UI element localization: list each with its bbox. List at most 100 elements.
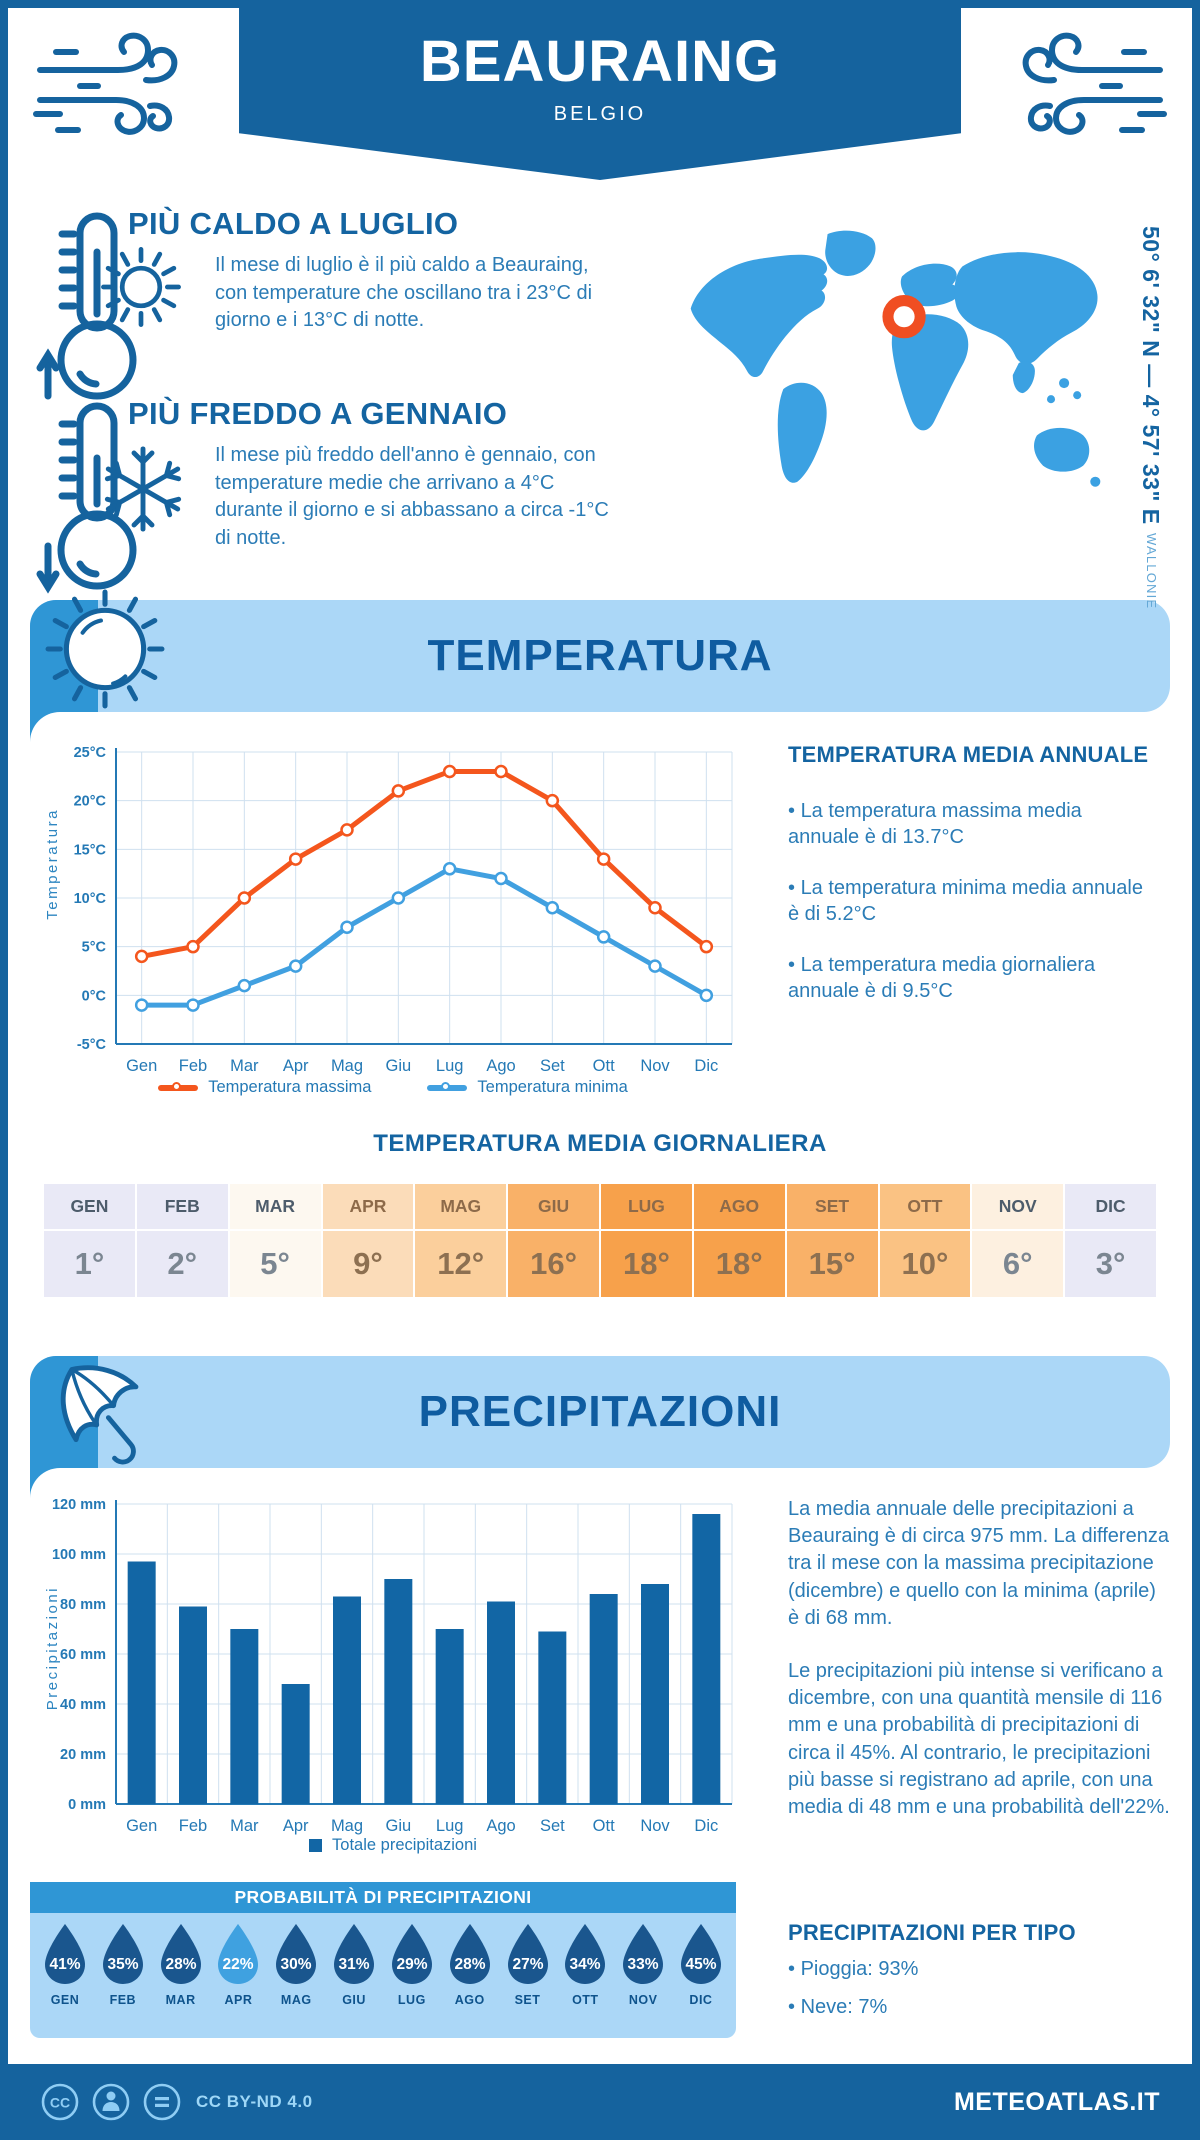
header-banner: BEAURAING BELGIO [239,0,961,180]
svg-text:41%: 41% [49,1956,80,1973]
droplet-icon: 27% [507,1924,548,1984]
legend-item: Temperatura massima [158,1078,371,1097]
umbrella-badge-icon [60,1365,139,1465]
svg-text:60 mm: 60 mm [60,1647,106,1663]
svg-text:28%: 28% [454,1956,485,1973]
svg-text:Dic: Dic [694,1057,718,1075]
legend-square-marker [309,1839,323,1852]
probability-item: 45% DIC [674,1923,728,2038]
svg-text:Apr: Apr [283,1057,309,1075]
precipitation-section-title: PRECIPITAZIONI [418,1387,782,1436]
droplet-icon: 28% [449,1924,490,1984]
svg-text:Set: Set [540,1057,565,1075]
bullet-item: Pioggia: 93% [788,1956,1148,1982]
droplet-icon: 31% [334,1924,375,1984]
svg-text:30%: 30% [281,1956,312,1973]
no-derivatives-icon [143,2083,181,2121]
precipitation-chart: 0 mm 20 mm 40 mm 60 mm 80 mm 100 mm 120 mm Gen F… [52,1497,733,1835]
bullet-item: La temperatura minima media annuale è di… [788,875,1148,928]
probability-month-label: FEB [109,1993,137,2007]
probability-item: 33% NOV [616,1923,670,2038]
svg-text:28%: 28% [165,1956,196,1973]
cold-highlight-title: PIÙ FREDDO A GENNAIO [128,396,508,431]
daily-table-title: TEMPERATURA MEDIA GIORNALIERA [373,1130,827,1157]
probability-month-label: MAR [165,1993,196,2007]
precipitation-band: PRECIPITAZIONI [30,1356,1170,1468]
svg-text:Dic: Dic [694,1817,718,1835]
legend-line-marker [158,1082,199,1091]
probability-month-label: APR [224,1993,253,2007]
table-month-cell: AGO [693,1184,785,1229]
svg-text:15°C: 15°C [74,842,107,858]
table-month-cell: NOV [972,1184,1064,1229]
svg-text:Nov: Nov [640,1057,670,1075]
wind-icon [1022,32,1167,135]
thermometer-up-icon [36,212,137,400]
probability-item: 27% SET [501,1923,555,2038]
table-value-cell: 10° [879,1231,971,1297]
svg-text:Nov: Nov [640,1817,670,1835]
droplet-icon: 45% [680,1924,721,1984]
svg-text:Mag: Mag [331,1817,363,1835]
svg-text:Giu: Giu [385,1057,411,1075]
droplet-icon: 30% [276,1924,317,1984]
table-value-cell: 12° [415,1231,507,1297]
cc-icon: CC [41,2083,79,2121]
probability-item: 22% APR [211,1923,265,2038]
probability-title: PROBABILITÀ DI PRECIPITAZIONI [30,1882,736,1913]
world-map [690,230,1101,487]
svg-text:45%: 45% [685,1956,716,1973]
probability-month-label: OTT [572,1993,599,2007]
droplet-icon: 22% [218,1924,259,1984]
probability-item: 31% GIU [327,1923,381,2038]
probability-month-label: DIC [689,1993,713,2007]
region-label: WALLONIE [1144,533,1159,610]
svg-text:Ago: Ago [486,1057,515,1075]
svg-text:Mag: Mag [331,1057,363,1075]
svg-text:5°C: 5°C [82,940,107,956]
table-value-cell: 18° [693,1231,785,1297]
probability-month-label: NOV [628,1993,658,2007]
svg-text:80 mm: 80 mm [60,1597,106,1613]
bullet-item: Neve: 7% [788,1994,1148,2020]
coordinates-text: 50° 6' 32" N — 4° 57' 33" E [1138,226,1164,525]
table-month-cell: DIC [1065,1184,1156,1229]
warm-highlight-text: Il mese di luglio è il più caldo a Beaur… [215,254,593,332]
svg-text:33%: 33% [628,1956,659,1973]
table-value-cell: 6° [972,1231,1064,1297]
svg-text:0 mm: 0 mm [68,1797,106,1813]
page-subtitle: BELGIO [553,103,647,125]
droplet-icon: 28% [160,1924,201,1984]
table-month-cell: GEN [44,1184,135,1229]
table-month-cell: GIU [508,1184,599,1229]
location-marker [882,295,926,339]
precipitation-type-title: PRECIPITAZIONI PER TIPO [788,1920,1076,1945]
probability-item: 29% LUG [385,1923,439,2038]
probability-month-label: AGO [454,1993,485,2007]
svg-text:10°C: 10°C [74,891,107,907]
svg-text:Set: Set [540,1817,565,1835]
precipitation-type-bullets: Pioggia: 93% Neve: 7% [788,1956,1148,2033]
table-month-cell: SET [786,1184,878,1229]
precipitation-chart-legend: Totale precipitazioni [38,1836,748,1855]
probability-month-label: GIU [342,1993,366,2007]
legend-item: Totale precipitazioni [309,1836,477,1855]
svg-text:Gen: Gen [126,1817,157,1835]
precipitation-paragraph-2: Le precipitazioni più intense si verific… [788,1659,1170,1818]
svg-text:Feb: Feb [179,1057,207,1075]
table-month-cell: APR [322,1184,414,1229]
table-value-cell: 5° [229,1231,321,1297]
svg-text:Ott: Ott [593,1817,615,1835]
svg-text:40 mm: 40 mm [60,1697,106,1713]
table-month-cell: OTT [879,1184,971,1229]
attribution-person-icon [92,2083,130,2121]
svg-text:35%: 35% [107,1956,138,1973]
table-month-cell: MAR [229,1184,321,1229]
svg-text:120 mm: 120 mm [52,1497,106,1513]
sun-badge-icon [45,589,165,709]
svg-text:34%: 34% [570,1956,601,1973]
table-value-cell: 18° [601,1231,692,1297]
svg-text:Lug: Lug [436,1817,464,1835]
thermometer-down-icon [36,402,137,594]
